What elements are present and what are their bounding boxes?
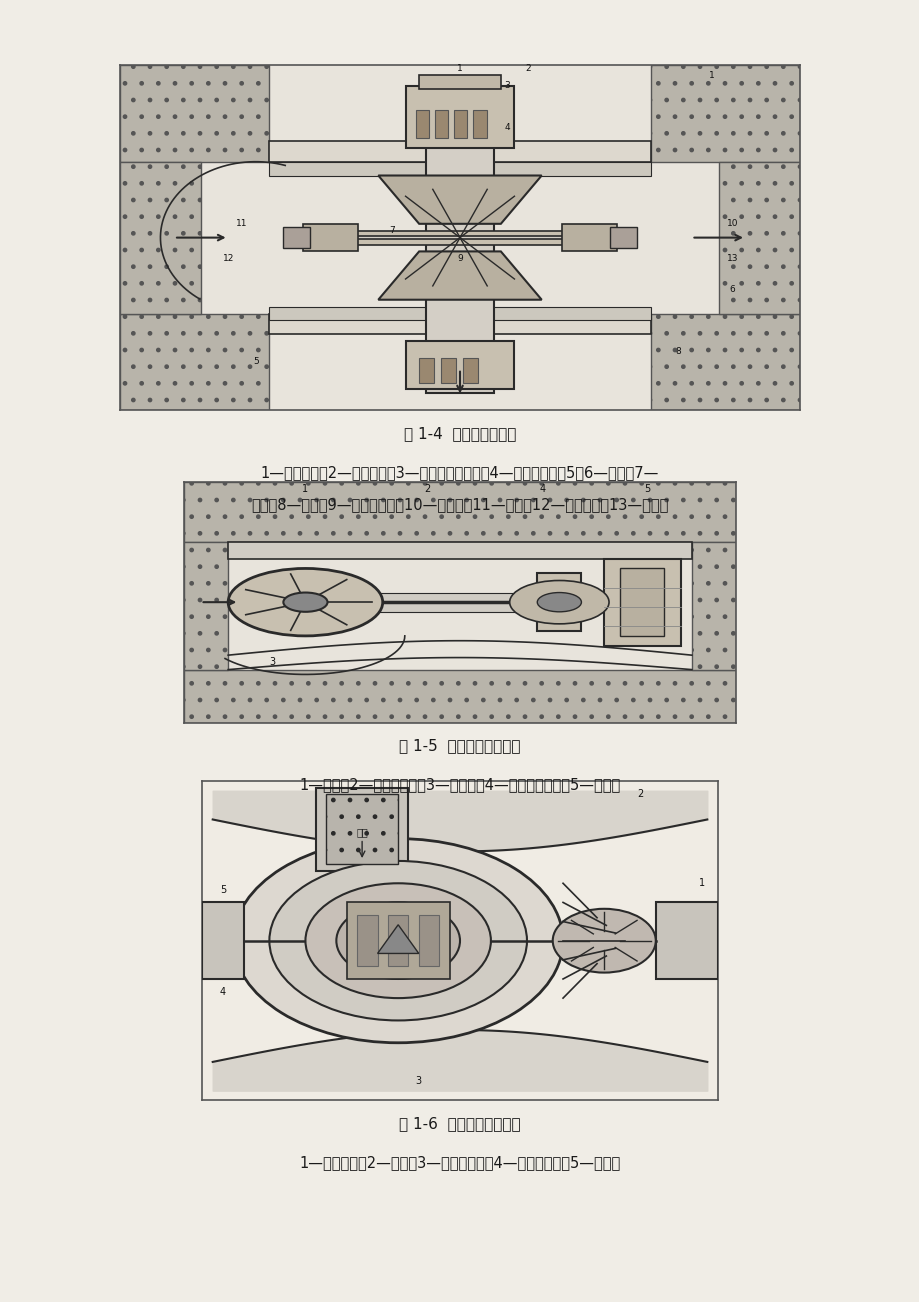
Circle shape (269, 861, 527, 1021)
Circle shape (552, 909, 655, 973)
Text: 5: 5 (220, 884, 226, 894)
Text: 3: 3 (505, 81, 510, 90)
Text: 图 1-5  轴伸贯流式水轮机: 图 1-5 轴伸贯流式水轮机 (399, 738, 520, 754)
Bar (537, 573, 581, 631)
Bar (269, 161, 650, 176)
Circle shape (283, 592, 327, 612)
Circle shape (336, 902, 460, 979)
Polygon shape (378, 251, 541, 299)
Bar (325, 794, 398, 865)
Bar (303, 224, 357, 251)
Bar (650, 314, 800, 410)
Text: 4: 4 (505, 122, 510, 132)
Bar (655, 902, 717, 979)
Text: 水流: 水流 (356, 828, 368, 837)
Bar (415, 109, 429, 138)
Polygon shape (377, 924, 418, 953)
Bar (315, 788, 408, 871)
Bar (305, 592, 597, 612)
Text: 11: 11 (236, 219, 247, 228)
Text: 2: 2 (525, 64, 530, 73)
Text: 3: 3 (269, 658, 275, 668)
Bar (269, 306, 650, 320)
Bar (405, 86, 514, 148)
Text: 1: 1 (709, 70, 714, 79)
Text: 图 1-4  全贯流式水轮机: 图 1-4 全贯流式水轮机 (403, 426, 516, 441)
Bar (388, 915, 408, 966)
Text: 7: 7 (389, 227, 394, 236)
Polygon shape (378, 176, 541, 224)
Bar (323, 236, 596, 240)
Text: 13: 13 (726, 254, 737, 263)
Text: 9: 9 (457, 254, 462, 263)
Bar (691, 542, 735, 669)
Text: 4: 4 (539, 484, 545, 493)
Bar (184, 482, 735, 542)
Text: 2: 2 (637, 789, 642, 799)
Circle shape (233, 838, 562, 1043)
Text: 1: 1 (457, 64, 462, 73)
Text: 1—转轮；2—水轮机主轴；3—尾水管；4—齿轮转动机构；5—发电机: 1—转轮；2—水轮机主轴；3—尾水管；4—齿轮转动机构；5—发电机 (299, 777, 620, 793)
Bar (269, 314, 650, 335)
Bar (184, 542, 228, 669)
Bar (405, 341, 514, 389)
Bar (718, 161, 800, 314)
Text: 轴颈；8—轮毀；9—锥形插入物；10—拉紧杆；11—导叶；12—推力轴承；13—导轴承: 轴颈；8—轮毀；9—锥形插入物；10—拉紧杆；11—导叶；12—推力轴承；13—… (251, 497, 668, 513)
Bar (269, 141, 650, 161)
Text: 3: 3 (415, 1075, 422, 1086)
Bar (228, 542, 691, 559)
Text: 5: 5 (644, 484, 650, 493)
Circle shape (305, 883, 491, 999)
Text: 10: 10 (726, 219, 737, 228)
Bar (425, 82, 494, 393)
Text: 4: 4 (220, 987, 226, 997)
Bar (419, 76, 500, 90)
Circle shape (537, 592, 581, 612)
Bar (346, 902, 449, 979)
Text: 1: 1 (698, 879, 705, 888)
Bar (202, 902, 244, 979)
Bar (283, 228, 310, 247)
Text: 6: 6 (729, 285, 734, 294)
Text: 5: 5 (253, 357, 258, 366)
Text: 2: 2 (424, 484, 429, 493)
Bar (462, 358, 477, 383)
Bar (609, 228, 636, 247)
Text: 1: 1 (302, 484, 308, 493)
Bar (357, 915, 377, 966)
Bar (603, 559, 680, 646)
Bar (119, 65, 269, 161)
Bar (119, 161, 201, 314)
Bar (650, 65, 800, 161)
Bar (418, 915, 439, 966)
Text: 图 1-6  灯泡贯流式水轮机: 图 1-6 灯泡贯流式水轮机 (399, 1116, 520, 1131)
Bar (440, 358, 456, 383)
Bar (619, 569, 664, 635)
Bar (323, 230, 596, 245)
Bar (435, 109, 448, 138)
Circle shape (228, 569, 382, 635)
Text: 12: 12 (222, 254, 234, 263)
Bar (562, 224, 616, 251)
Text: 1—转轮叶片；2—转轮轮缘；3—发电机转子轮謋；4—发电机定子；5、6—支柱；7—: 1—转轮叶片；2—转轮轮缘；3—发电机转子轮謋；4—发电机定子；5、6—支柱；7… (260, 465, 659, 480)
Text: 8: 8 (675, 346, 680, 355)
Circle shape (509, 581, 608, 624)
Bar (119, 314, 269, 410)
Bar (453, 109, 467, 138)
Bar (472, 109, 486, 138)
Text: 1—转轮叶片；2—导叶；3—发电机定子；4—发电机转子；5—灯泡体: 1—转轮叶片；2—导叶；3—发电机定子；4—发电机转子；5—灯泡体 (299, 1155, 620, 1170)
Bar (184, 669, 735, 723)
Bar (419, 358, 434, 383)
